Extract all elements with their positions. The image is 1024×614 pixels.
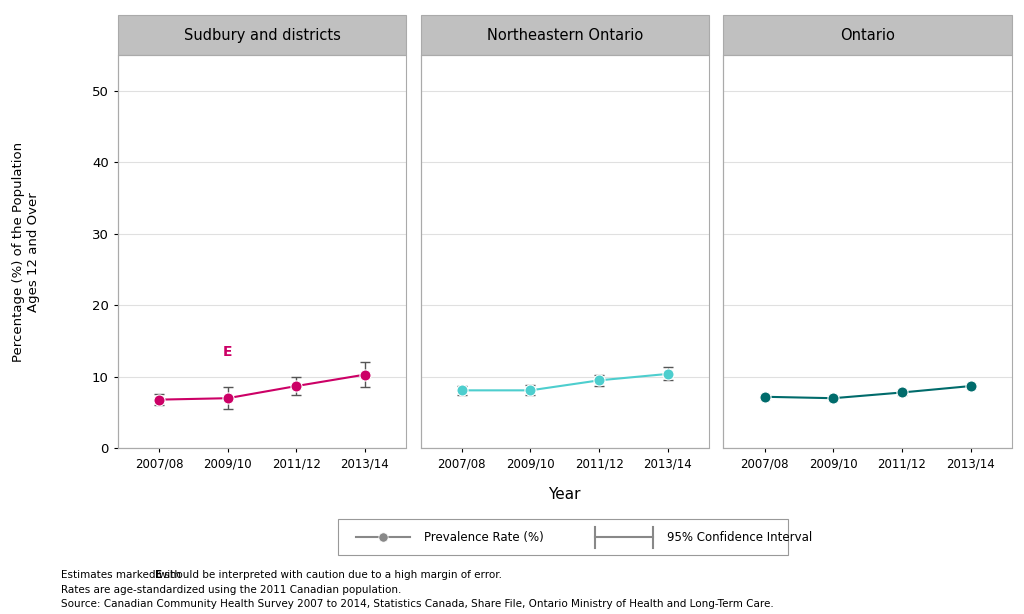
Point	[757, 392, 773, 402]
Point	[963, 381, 979, 391]
Point	[522, 386, 539, 395]
Point	[591, 375, 607, 385]
Point	[659, 369, 676, 379]
Text: E: E	[223, 345, 232, 359]
Text: Source: Canadian Community Health Survey 2007 to 2014, Statistics Canada, Share : Source: Canadian Community Health Survey…	[61, 599, 774, 609]
Text: Prevalence Rate (%): Prevalence Rate (%)	[424, 530, 544, 544]
Point	[288, 381, 304, 391]
Text: Estimates marked with: Estimates marked with	[61, 570, 184, 580]
Text: 95% Confidence Interval: 95% Confidence Interval	[667, 530, 812, 544]
Text: Northeastern Ontario: Northeastern Ontario	[486, 28, 643, 43]
FancyBboxPatch shape	[338, 519, 788, 555]
Text: Year: Year	[549, 487, 581, 502]
Text: Rates are age-standardized using the 2011 Canadian population.: Rates are age-standardized using the 201…	[61, 585, 401, 594]
Text: Percentage (%) of the Population
Ages 12 and Over: Percentage (%) of the Population Ages 12…	[11, 142, 40, 362]
Point	[894, 387, 910, 397]
Point	[151, 395, 167, 405]
Point	[454, 386, 470, 395]
Text: Sudbury and districts: Sudbury and districts	[183, 28, 340, 43]
Text: E: E	[155, 570, 162, 580]
Text: Ontario: Ontario	[840, 28, 895, 43]
Point	[375, 532, 391, 542]
Point	[825, 394, 842, 403]
Point	[219, 394, 236, 403]
Text: should be interpreted with caution due to a high margin of error.: should be interpreted with caution due t…	[161, 570, 502, 580]
Point	[356, 370, 373, 379]
